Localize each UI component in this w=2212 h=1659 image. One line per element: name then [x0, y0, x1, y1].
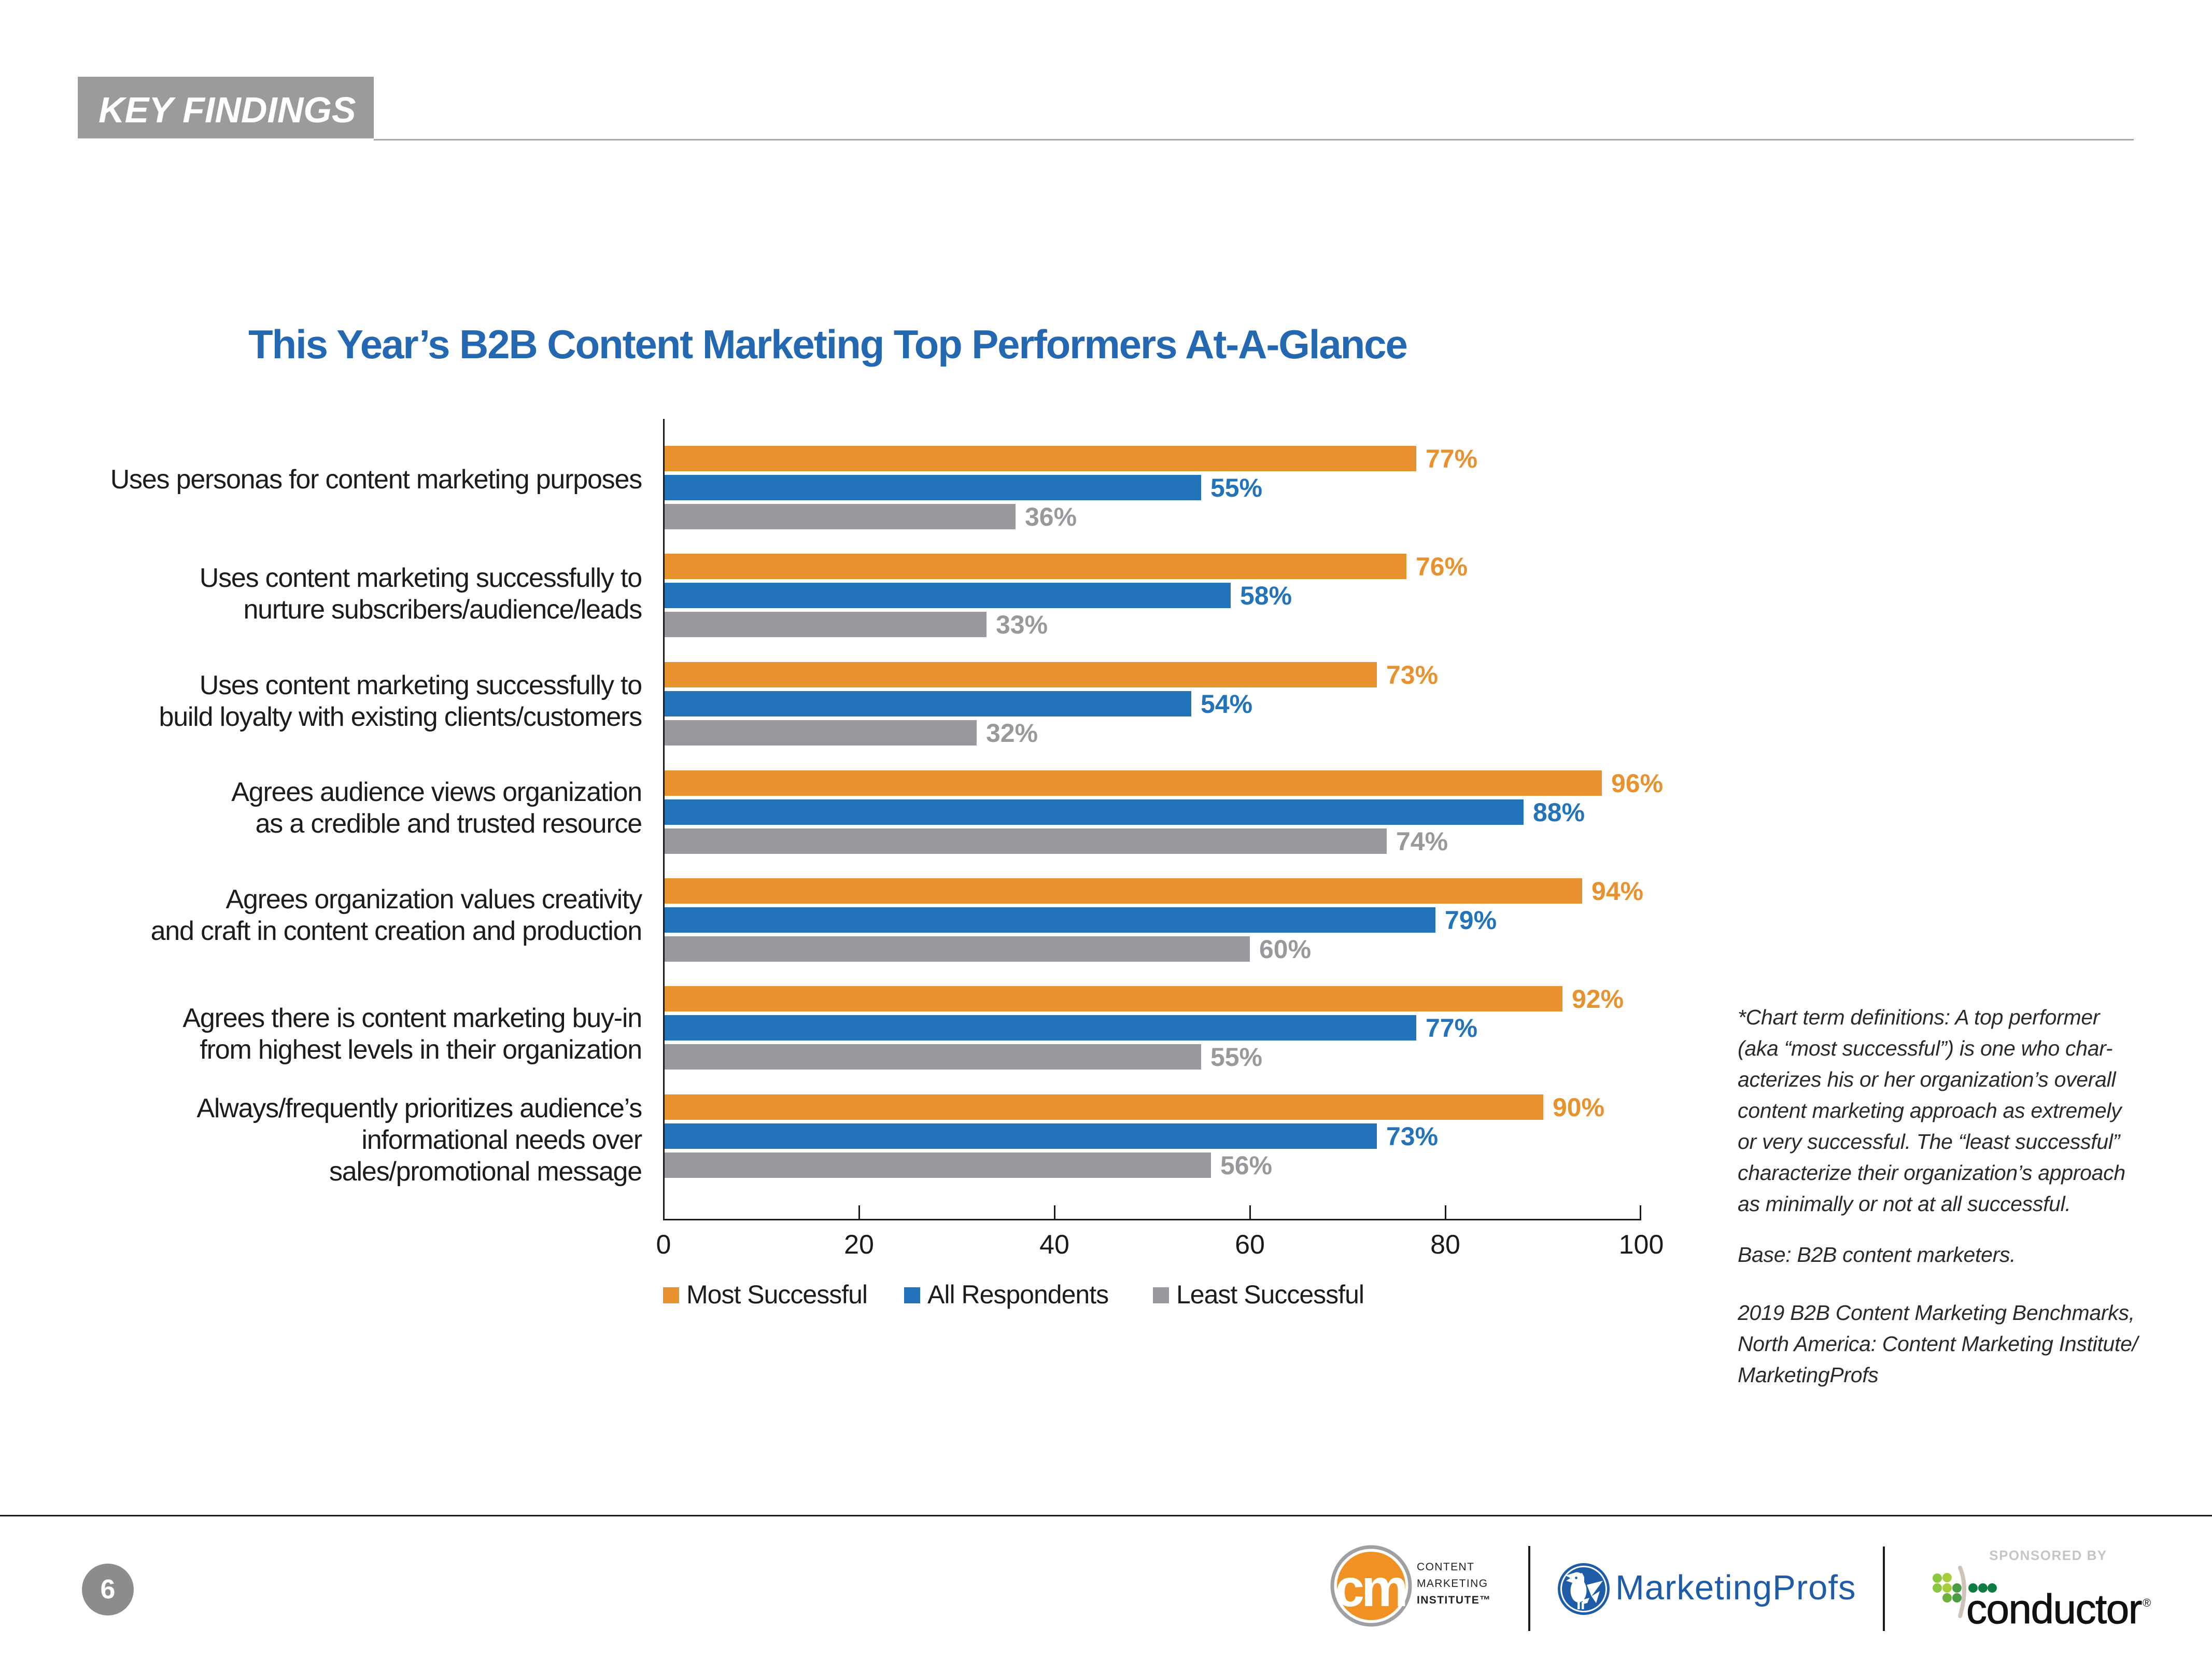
svg-text:cm: cm [1335, 1558, 1405, 1618]
